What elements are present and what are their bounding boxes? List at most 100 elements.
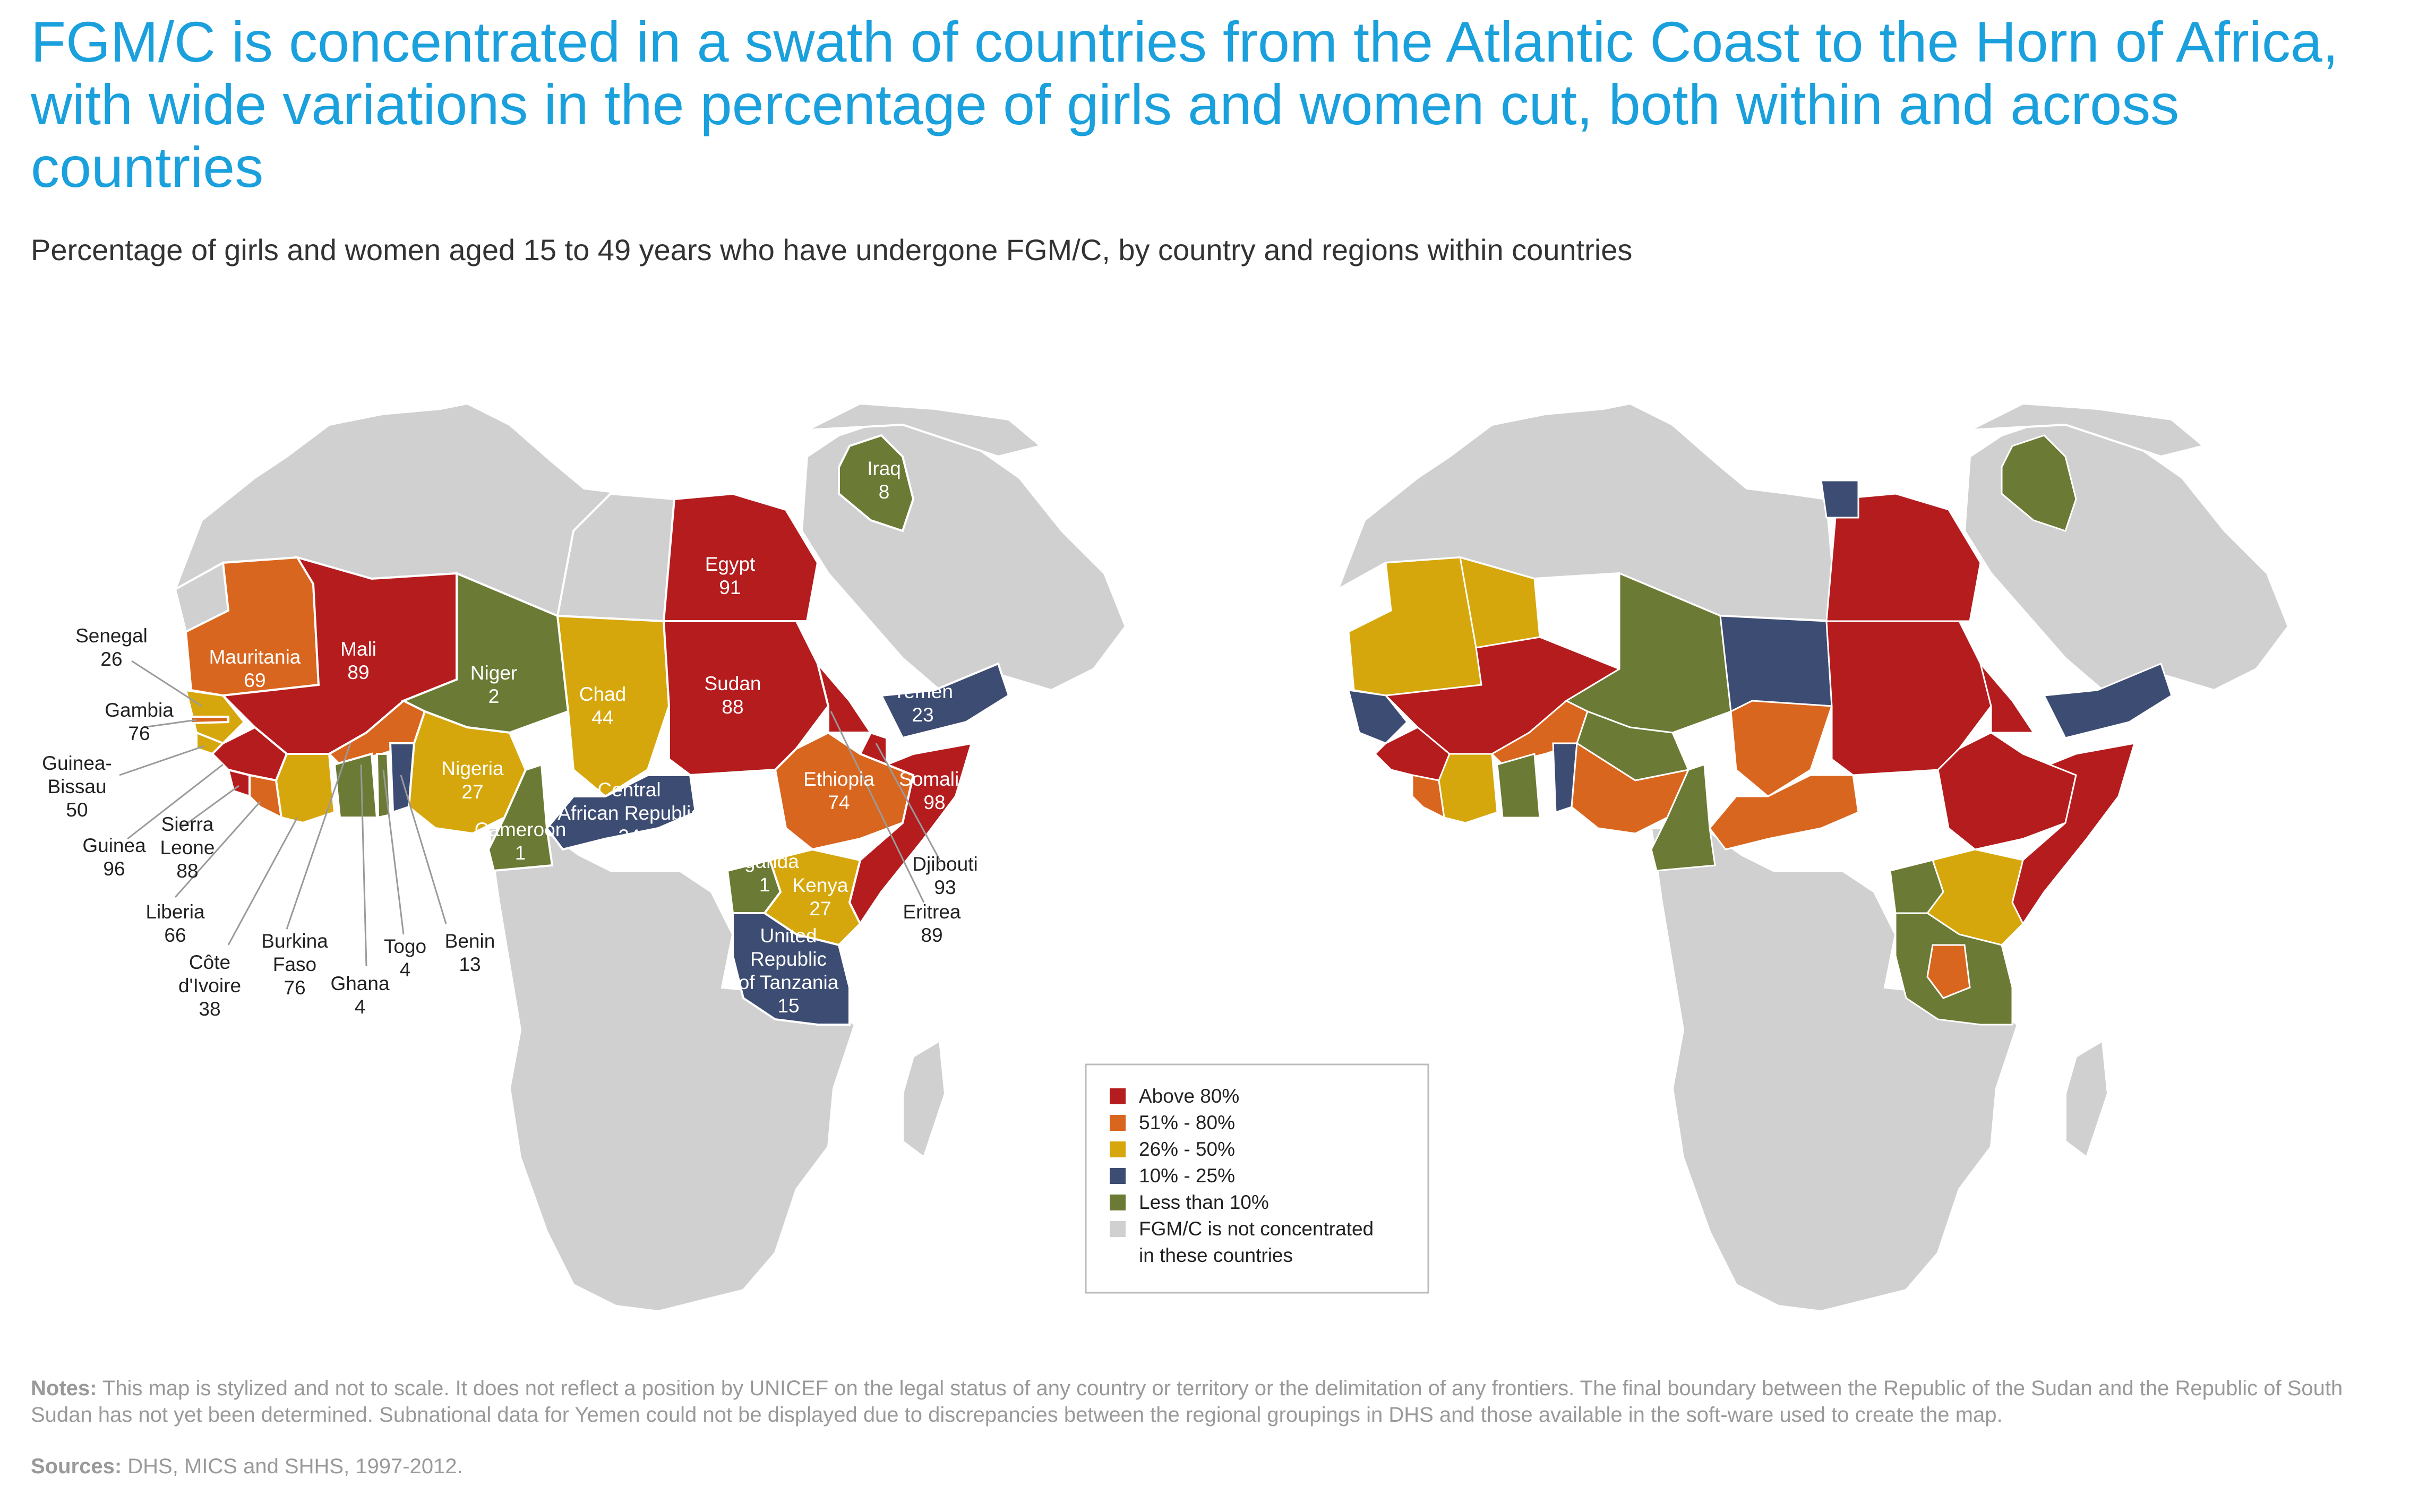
region-egypt — [662, 492, 819, 622]
label-name-kenya: Kenya — [793, 874, 848, 896]
region-somalia — [848, 742, 973, 926]
sub-land-southern-africa — [1650, 827, 2019, 1313]
label-value-sudan: 88 — [722, 696, 743, 718]
legend-label-not-concentrated-2: in these countries — [1139, 1244, 1293, 1266]
label-name-car-1: Central — [597, 779, 661, 801]
legend-swatch-below10 — [1110, 1195, 1126, 1210]
label-name-benin: Benin — [445, 930, 495, 952]
sub-land-anatolia — [1969, 402, 2206, 458]
sub-land-north-africa — [1336, 402, 1839, 623]
label-name-cameroon: Cameroon — [475, 819, 567, 840]
label-value-mali: 89 — [347, 662, 369, 683]
label-name-sudan: Sudan — [705, 673, 761, 694]
legend-label-26-50: 26% - 50% — [1139, 1138, 1235, 1160]
label-value-senegal: 26 — [100, 648, 122, 670]
land-madagascar — [902, 1038, 947, 1159]
region-cote-divoire — [275, 753, 336, 824]
label-name-eritrea: Eritrea — [903, 901, 961, 923]
label-name-sierra-leone-2: Leone — [160, 837, 215, 858]
label-value-mauritania: 69 — [244, 669, 265, 691]
notes: Notes: This map is stylized and not to s… — [31, 1375, 2378, 1428]
legend-swatches — [1110, 1088, 1126, 1237]
sub-kenya — [1926, 848, 2024, 946]
label-name-sierra-leone-1: Sierra — [161, 813, 214, 835]
sub-cameroon — [1650, 763, 1716, 872]
sub-iraq — [2001, 434, 2077, 532]
region-cameroon — [487, 763, 554, 872]
sub-senegal — [1348, 689, 1409, 744]
land-southern-africa — [487, 827, 856, 1313]
label-name-ghana: Ghana — [330, 973, 390, 994]
country-labels: Senegal 26 Gambia 76 Guinea-Bissau 50 Guine… — [42, 458, 978, 1020]
leader-lines — [119, 660, 941, 967]
page-subtitle: Percentage of girls and women aged 15 to… — [31, 233, 1633, 267]
label-value-ghana: 4 — [355, 996, 366, 1018]
region-car — [545, 774, 697, 851]
label-value-iraq: 8 — [879, 481, 890, 503]
sub-chad-north — [1719, 615, 1833, 713]
label-name-yemen: Yemen — [893, 681, 953, 702]
legend-label-below10: Less than 10% — [1139, 1191, 1269, 1213]
region-yemen — [879, 662, 1010, 740]
label-name-egypt: Egypt — [705, 553, 756, 575]
region-chad — [556, 614, 671, 798]
label-value-djibouti: 93 — [934, 877, 956, 898]
sub-liberia — [1411, 774, 1445, 819]
label-name-niger: Niger — [470, 662, 517, 684]
label-name-liberia: Liberia — [145, 901, 204, 923]
sub-ghana — [1496, 753, 1541, 819]
sub-yemen — [2043, 662, 2173, 739]
sub-chad-south — [1730, 700, 1833, 797]
label-name-burkina-faso-1: Burkina — [261, 930, 328, 952]
label-value-chad: 44 — [591, 707, 613, 728]
legend: Above 80% 51% - 80% 26% - 50% 10% - 25% … — [1085, 1063, 1429, 1294]
label-value-ethiopia: 74 — [828, 792, 850, 813]
label-name-uganda: Uganda — [730, 850, 799, 872]
label-name-cote-divoire-2: d'Ivoire — [178, 975, 241, 996]
sub-egypt — [1825, 493, 1982, 622]
label-name-burkina-faso-2: Faso — [273, 953, 316, 975]
legend-label-above80: Above 80% — [1139, 1085, 1239, 1107]
notes-text: This map is stylized and not to scale. I… — [31, 1377, 2343, 1427]
region-eritrea — [817, 663, 873, 734]
sources: Sources: DHS, MICS and SHHS, 1997-2012. — [31, 1455, 463, 1479]
label-value-togo: 4 — [400, 959, 411, 981]
label-value-kenya: 27 — [809, 898, 831, 920]
label-value-niger: 2 — [488, 685, 500, 707]
label-value-eritrea: 89 — [921, 924, 942, 946]
label-value-uganda: 1 — [759, 874, 770, 896]
legend-label-not-concentrated: FGM/C is not concentrated — [1139, 1218, 1374, 1240]
region-kenya — [763, 848, 862, 947]
label-name-gambia: Gambia — [105, 699, 174, 721]
legend-swatch-51-80 — [1110, 1115, 1126, 1131]
legend-frame — [1085, 1063, 1429, 1294]
label-value-liberia: 66 — [164, 924, 186, 946]
sub-car — [1709, 774, 1859, 850]
label-value-yemen: 23 — [912, 704, 933, 726]
label-value-somalia: 98 — [923, 792, 945, 813]
label-name-mauritania: Mauritania — [209, 646, 301, 668]
region-liberia — [248, 774, 283, 820]
sub-land-madagascar — [2064, 1038, 2109, 1159]
page-title: FGM/C is concentrated in a swath of coun… — [31, 10, 2338, 199]
label-name-tanzania-2: Republic — [750, 948, 827, 970]
